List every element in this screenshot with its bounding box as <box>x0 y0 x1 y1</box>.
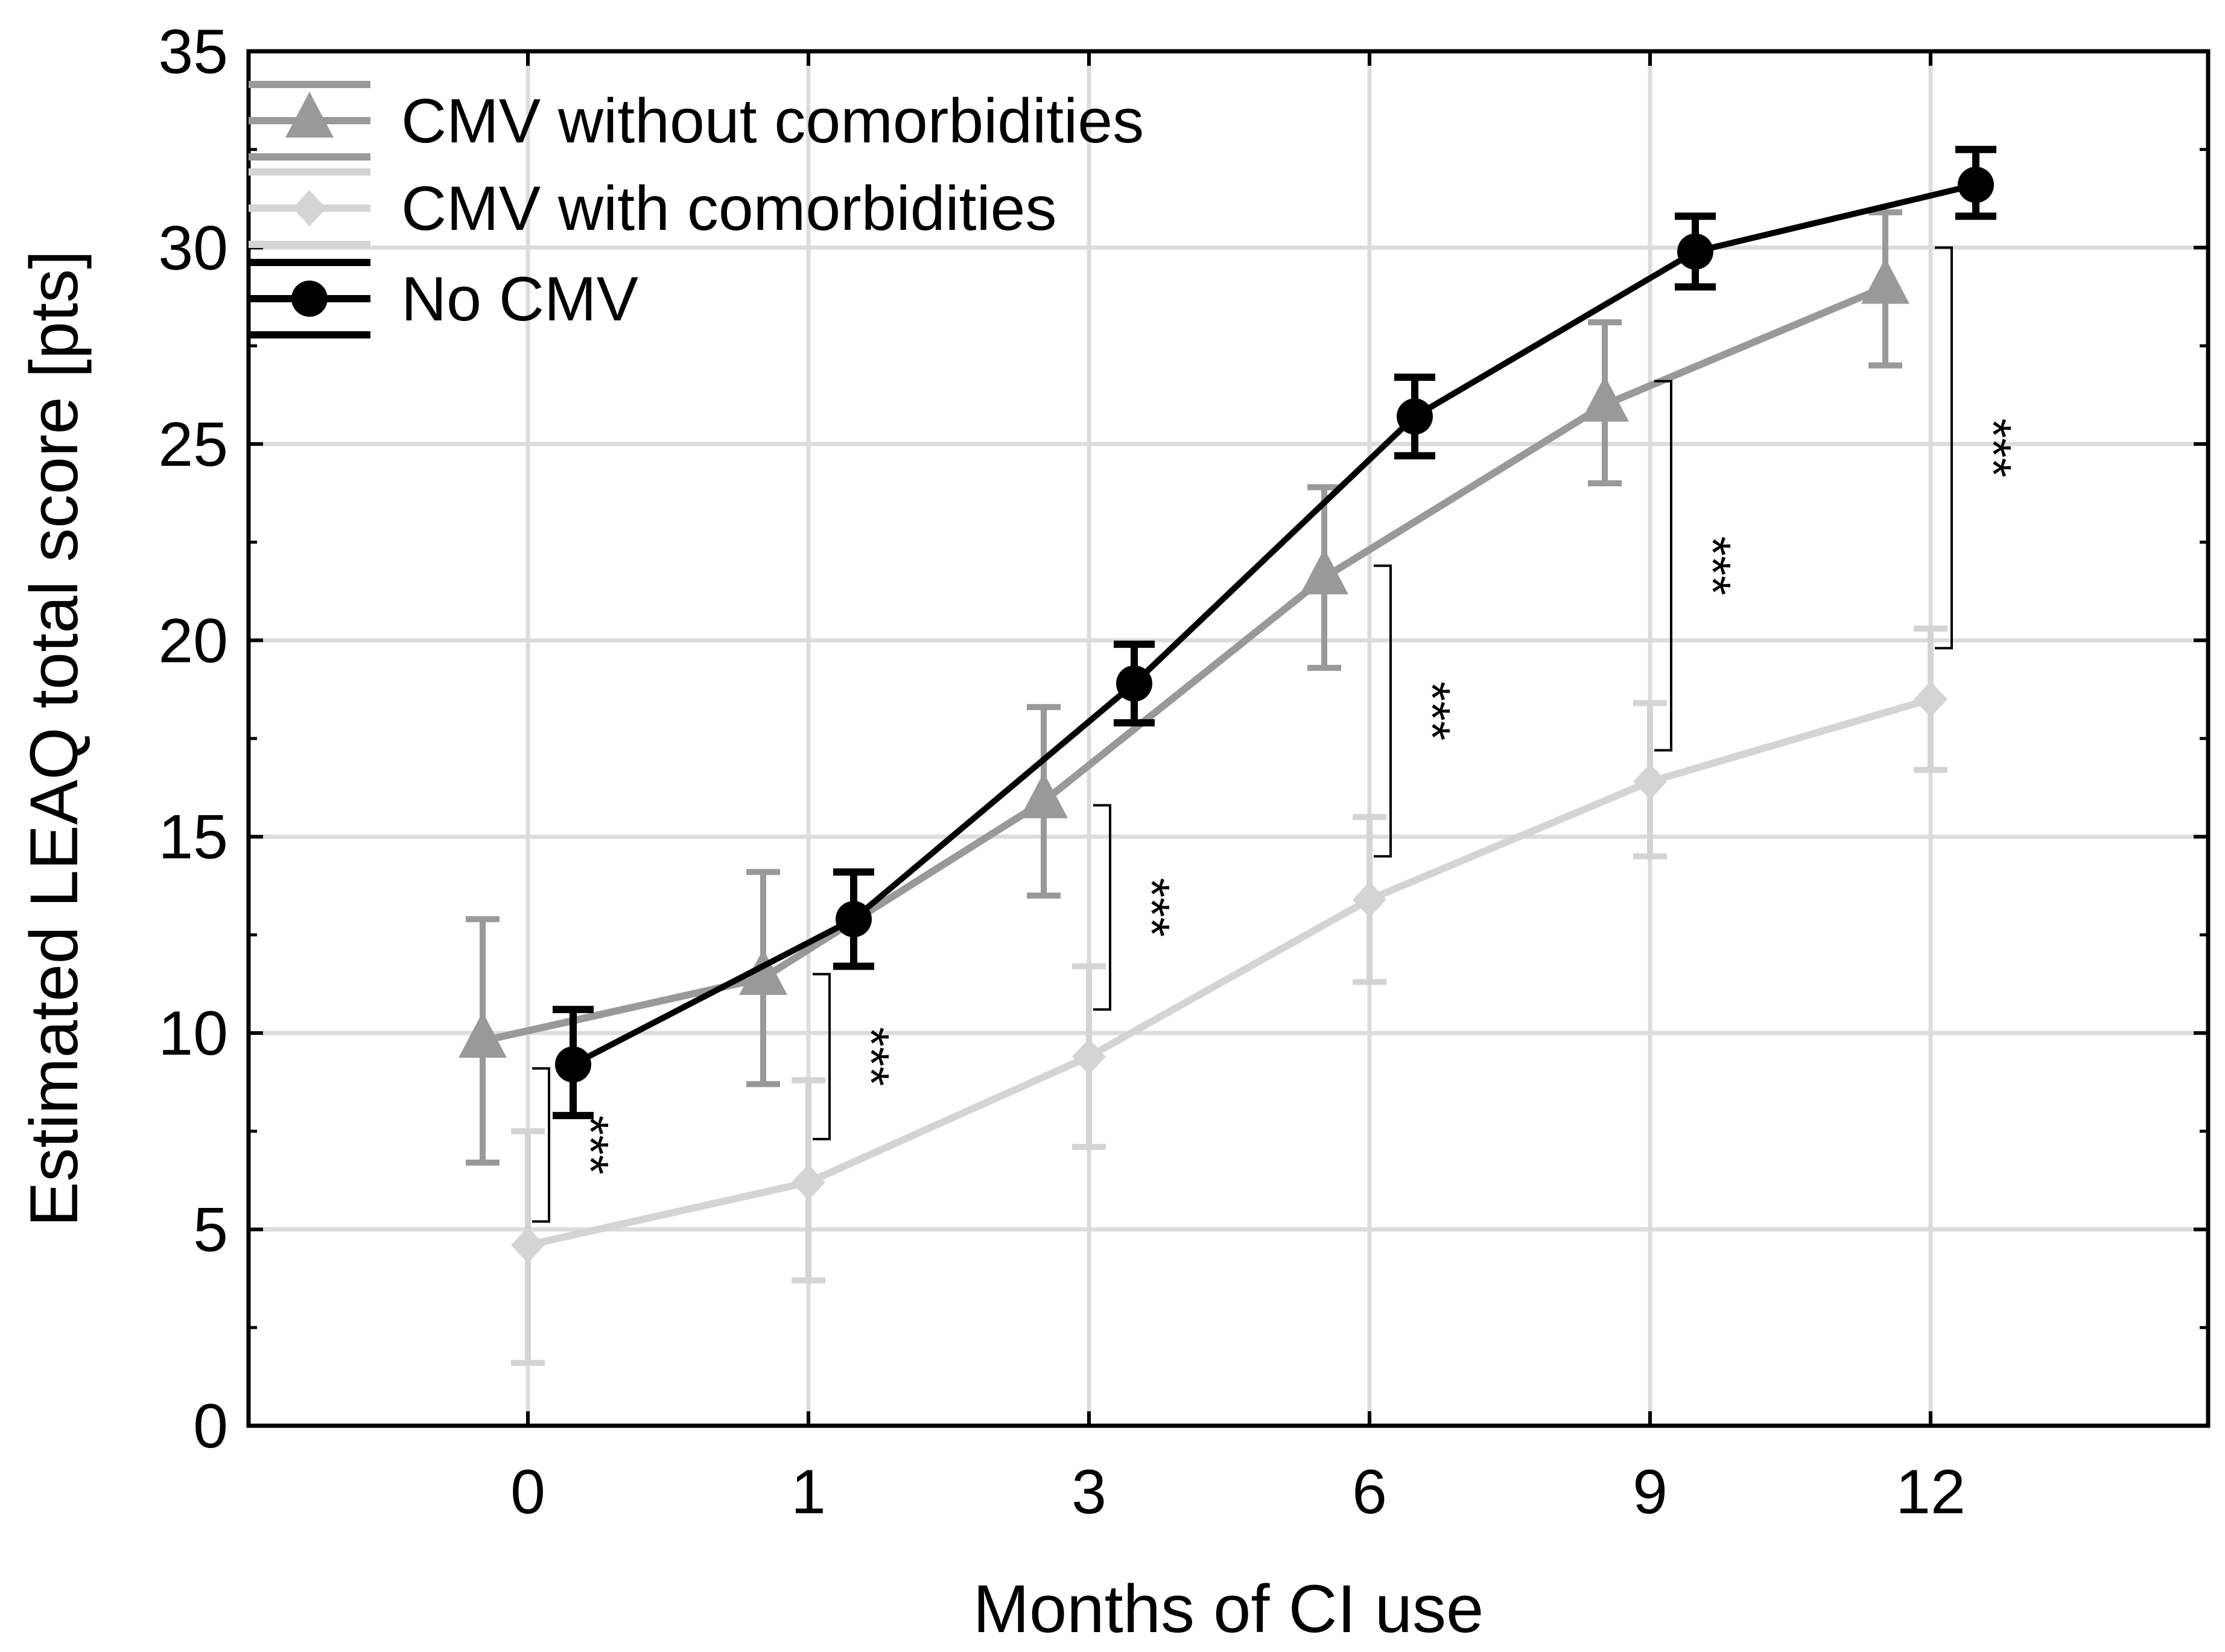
circle-marker <box>1677 233 1713 270</box>
legend-item: CMV with comorbidities <box>249 168 1057 248</box>
x-tick-label: 3 <box>1071 1457 1106 1527</box>
diamond-marker <box>511 1227 545 1263</box>
bracket-line <box>1093 804 1111 1011</box>
legend-item: No CMV <box>249 259 638 338</box>
triangle-marker <box>1581 375 1629 422</box>
triangle-marker <box>1861 258 1909 304</box>
triangle-marker <box>285 92 334 138</box>
diamond-marker <box>792 1164 825 1201</box>
bracket-line <box>1935 246 1953 650</box>
circle-marker <box>836 901 872 938</box>
circle-marker <box>1116 665 1152 702</box>
x-tick-label: 0 <box>510 1457 545 1527</box>
legend-label: CMV without comorbidities <box>401 86 1144 156</box>
series-diamond <box>511 625 1947 1366</box>
legend-item: CMV without comorbidities <box>249 81 1144 160</box>
circle-marker <box>1397 398 1433 435</box>
significance-bracket: *** <box>1935 246 2022 650</box>
x-tick-label: 12 <box>1896 1457 1966 1527</box>
legend: CMV without comorbidities CMV with comorb… <box>249 81 1144 338</box>
x-tick-label: 6 <box>1352 1457 1387 1527</box>
significance-label: *** <box>1684 536 1741 596</box>
circle-marker <box>291 281 328 317</box>
triangle-marker <box>739 949 787 996</box>
y-tick-label: 5 <box>193 1195 228 1265</box>
y-tick-label: 15 <box>158 802 228 872</box>
significance-bracket: *** <box>1093 804 1180 1011</box>
y-tick-label: 0 <box>193 1391 228 1461</box>
legend-label: No CMV <box>401 264 638 334</box>
y-tick-label: 25 <box>158 410 228 480</box>
y-tick-label: 20 <box>158 606 228 676</box>
significance-label: *** <box>1965 418 2022 477</box>
significance-bracket: *** <box>1374 564 1461 858</box>
significance-bracket: *** <box>532 1067 619 1223</box>
y-tick-label: 30 <box>158 213 228 283</box>
x-axis-title: Months of CI use <box>973 1571 1484 1647</box>
bracket-line <box>1374 564 1392 858</box>
y-tick-label: 35 <box>158 17 228 87</box>
y-axis-title: Estimated LEAQ total score [pts] <box>16 250 92 1227</box>
y-axis-ticks: 0 5 10 15 20 25 30 35 <box>158 17 2208 1461</box>
significance-label: *** <box>1123 878 1180 937</box>
significance-bracket: *** <box>1654 380 1741 752</box>
bracket-line <box>532 1067 550 1223</box>
series-line <box>527 696 1932 1249</box>
bracket-line <box>1654 380 1672 752</box>
series-line <box>571 182 1977 1067</box>
triangle-marker <box>459 1012 507 1058</box>
legend-label: CMV with comorbidities <box>401 174 1057 244</box>
series-triangle <box>459 209 1909 1166</box>
diamond-marker <box>1072 1038 1106 1075</box>
significance-annotations: *** *** *** *** *** *** <box>532 246 2022 1223</box>
triangle-marker <box>1020 772 1068 819</box>
diamond-marker <box>293 190 326 226</box>
significance-label: *** <box>843 1027 900 1086</box>
significance-label: *** <box>562 1116 619 1175</box>
x-tick-label: 1 <box>791 1457 826 1527</box>
triangle-marker <box>1300 548 1348 595</box>
x-tick-label: 9 <box>1633 1457 1668 1527</box>
diamond-marker <box>1914 681 1947 717</box>
significance-label: *** <box>1404 681 1461 740</box>
x-axis-ticks: 0 1 3 6 9 12 <box>510 51 1966 1527</box>
bracket-line <box>813 973 831 1140</box>
y-tick-label: 10 <box>158 999 228 1069</box>
circle-marker <box>1958 167 1994 203</box>
series-group <box>459 145 1996 1366</box>
significance-bracket: *** <box>813 973 900 1140</box>
diamond-marker <box>1633 763 1667 800</box>
series-circle <box>553 145 1996 1119</box>
diamond-marker <box>1353 881 1386 918</box>
circle-marker <box>555 1046 591 1083</box>
